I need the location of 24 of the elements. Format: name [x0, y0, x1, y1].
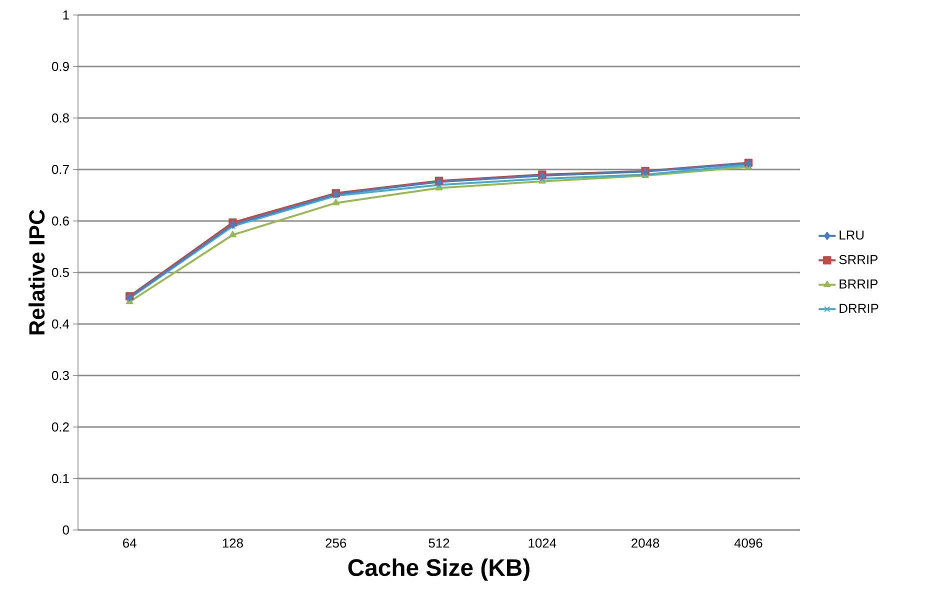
- legend-label: SRRIP: [839, 255, 878, 264]
- x-tick-label: 4096: [734, 538, 762, 548]
- y-axis-title: Relative IPC: [28, 210, 45, 334]
- x-tick-label: 2048: [632, 538, 660, 548]
- y-tick-label: 0.8: [52, 113, 69, 123]
- x-tick-label: 128: [222, 538, 243, 548]
- y-tick-label: 0.1: [52, 474, 69, 484]
- x-tick-label: 1024: [528, 538, 556, 548]
- y-tick-label: 0.7: [52, 164, 69, 174]
- y-tick-label: 1: [63, 10, 69, 20]
- y-tick-label: 0: [62, 525, 69, 535]
- x-axis-title: Cache Size (KB): [348, 558, 530, 581]
- y-tick-label: 0.4: [52, 319, 70, 329]
- y-tick-label: 0.3: [52, 370, 69, 380]
- y-tick-label: 0.9: [52, 62, 69, 72]
- x-tick-label: 64: [123, 538, 136, 548]
- x-tick-label: 256: [326, 538, 346, 548]
- legend-label: DRRIP: [840, 304, 878, 313]
- legend-label: LRU: [840, 230, 864, 240]
- y-tick-label: 0.6: [52, 216, 69, 226]
- x-tick-label: 512: [428, 538, 450, 548]
- y-tick-label: 0.5: [52, 268, 69, 278]
- legend-label: BRRIP: [840, 280, 878, 288]
- y-tick-label: 0.2: [52, 422, 69, 432]
